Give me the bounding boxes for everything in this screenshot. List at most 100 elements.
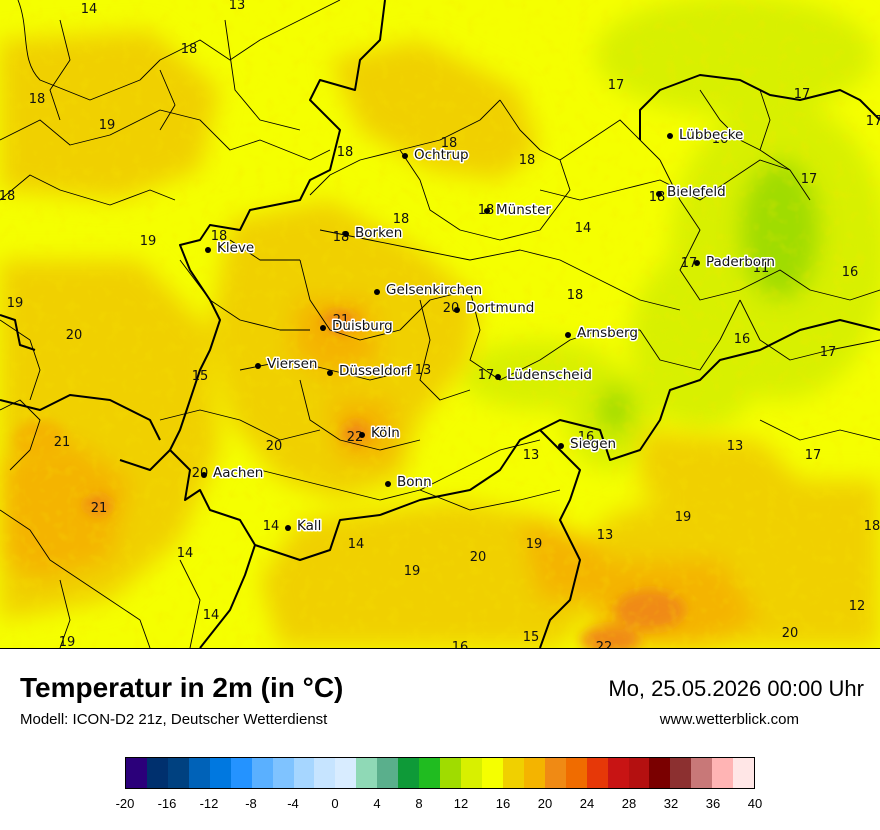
color-scale-swatch [126, 758, 147, 788]
value-label: 19 [140, 234, 157, 249]
color-scale-swatch [167, 758, 189, 788]
color-scale-swatch [481, 758, 503, 788]
color-scale-swatch [502, 758, 524, 788]
forecast-datetime: Mo, 25.05.2026 00:00 Uhr [608, 676, 864, 701]
value-label: 17 [794, 87, 811, 102]
temperature-map: 14 13 18 18 19 17 17 17 18 18 16 18 17 1… [0, 0, 880, 649]
value-labels: 14 13 18 18 19 17 17 17 18 18 16 18 17 1… [0, 0, 880, 649]
city-gelsenkirchen[interactable]: Gelsenkirchen [374, 281, 484, 300]
color-scale-tick: 24 [579, 796, 595, 811]
city-siegen[interactable]: Siegen [558, 435, 618, 454]
city-koeln[interactable]: Köln [359, 424, 401, 443]
city-label: Viersen [267, 356, 317, 372]
value-label: 19 [59, 635, 76, 649]
color-scale-tick: 32 [663, 796, 679, 811]
city-bielefeld[interactable]: Bielefeld [656, 183, 727, 202]
city-label: Borken [355, 225, 402, 241]
model-info: Modell: ICON-D2 21z, Deutscher Wetterdie… [20, 711, 328, 728]
city-bonn[interactable]: Bonn [385, 473, 433, 492]
value-label: 14 [263, 519, 280, 534]
city-label: Bielefeld [667, 184, 726, 200]
city-borken[interactable]: Borken [343, 224, 404, 243]
value-label: 20 [66, 328, 83, 343]
color-scale-tick: 40 [747, 796, 763, 811]
city-duisburg[interactable]: Duisburg [320, 317, 394, 336]
value-label: 11 [753, 261, 770, 276]
value-label: 22 [347, 430, 364, 445]
value-label: 17 [866, 114, 880, 129]
value-label: 14 [575, 221, 592, 236]
color-scale-swatch [649, 758, 671, 788]
value-label: 18 [211, 229, 228, 244]
city-duesseldorf[interactable]: Düsseldorf [327, 362, 414, 381]
color-scale-tick: -16 [157, 796, 177, 811]
city-label: Aachen [213, 465, 263, 481]
value-label: 21 [91, 501, 108, 516]
city-aachen[interactable]: Aachen [201, 464, 265, 483]
city-label: Düsseldorf [339, 363, 412, 379]
color-scale-swatch [586, 758, 608, 788]
value-label: 19 [404, 564, 421, 579]
city-label: Duisburg [332, 318, 393, 334]
value-label: 21 [54, 435, 71, 450]
value-label: 18 [0, 189, 15, 204]
city-kleve[interactable]: Kleve [205, 239, 256, 258]
city-muenster[interactable]: Münster [484, 201, 553, 220]
color-scale-swatch [293, 758, 315, 788]
color-scale-tick: 0 [331, 796, 339, 811]
city-label: Arnsberg [577, 325, 638, 341]
city-kall[interactable]: Kall [285, 517, 323, 536]
value-label: 19 [99, 118, 116, 133]
website-link[interactable]: www.wetterblick.com [659, 711, 799, 728]
color-scale-swatch [230, 758, 252, 788]
color-scale-swatch [398, 758, 420, 788]
city-paderborn[interactable]: Paderborn [694, 253, 776, 272]
value-label: 17 [805, 448, 822, 463]
city-label: Bonn [397, 474, 432, 490]
city-label: Siegen [570, 436, 616, 452]
city-label: Kleve [217, 240, 254, 256]
color-scale [125, 757, 755, 789]
value-label: 13 [229, 0, 246, 13]
color-scale-tick: 16 [495, 796, 511, 811]
value-label: 15 [523, 630, 540, 645]
color-scale-swatch [419, 758, 441, 788]
color-scale-swatch [209, 758, 231, 788]
value-label: 18 [337, 145, 354, 160]
value-label: 18 [393, 212, 410, 227]
city-label: Paderborn [706, 254, 775, 270]
color-scale-swatch [733, 758, 755, 788]
value-label: 17 [608, 78, 625, 93]
value-label: 18 [441, 136, 458, 151]
value-label: 16 [734, 332, 751, 347]
color-scale-ticks: -20 -16 -12 -8 -4 0 4 8 12 16 20 24 28 32 36 40 [0, 796, 880, 816]
value-label: 13 [415, 363, 432, 378]
color-scale-tick: -12 [199, 796, 219, 811]
city-arnsberg[interactable]: Arnsberg [565, 324, 639, 343]
color-scale-swatch [272, 758, 294, 788]
footer [0, 649, 880, 830]
value-label: 16 [712, 132, 729, 147]
value-label: 18 [181, 42, 198, 57]
city-label: Dortmund [466, 300, 534, 316]
value-label: 13 [727, 439, 744, 454]
city-label: Lüdenscheid [507, 367, 592, 383]
value-label: 17 [820, 345, 837, 360]
color-scale-swatch [607, 758, 629, 788]
city-luedenscheid[interactable]: Lüdenscheid [495, 366, 593, 385]
color-scale-swatch [314, 758, 336, 788]
color-scale-tick: -4 [287, 796, 299, 811]
value-label: 17 [681, 256, 698, 271]
value-label: 19 [675, 510, 692, 525]
color-scale-swatch [461, 758, 482, 788]
value-label: 20 [782, 626, 799, 641]
city-ochtrup[interactable]: Ochtrup [402, 146, 470, 165]
color-scale-swatch [670, 758, 692, 788]
city-label: Köln [371, 425, 400, 441]
city-label: Ochtrup [414, 147, 469, 163]
city-markers: Ochtrup Lübbecke Bielefeld Münster Borke… [201, 126, 776, 536]
value-label: 12 [849, 599, 866, 614]
city-luebbecke[interactable]: Lübbecke [667, 126, 745, 145]
city-dortmund[interactable]: Dortmund [454, 299, 536, 318]
city-viersen[interactable]: Viersen [255, 355, 319, 374]
